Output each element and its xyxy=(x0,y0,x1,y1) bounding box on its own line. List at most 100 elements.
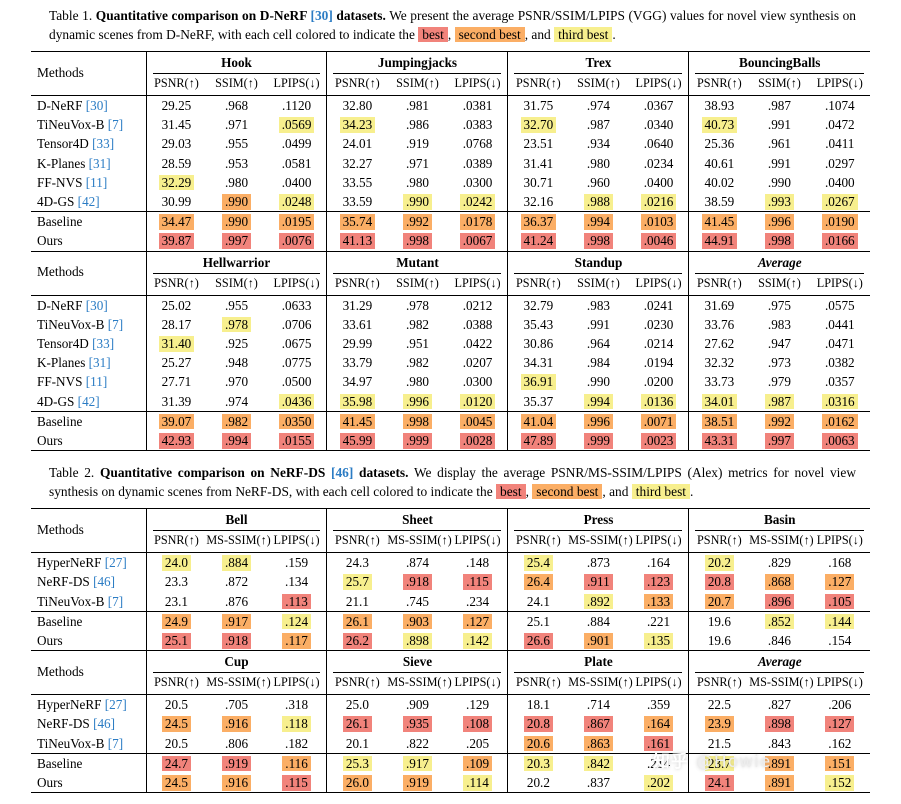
metric-header: LPIPS(↓) xyxy=(266,273,327,296)
citation-link[interactable]: [11] xyxy=(82,374,108,390)
methods-column-header: Methods xyxy=(31,51,146,96)
metric-value-cell: .164 xyxy=(629,714,689,733)
method-label: Ours xyxy=(37,775,63,791)
third-best-value-highlight: 36.91 xyxy=(520,374,557,390)
metric-value-cell: 32.80 xyxy=(326,95,388,116)
second-best-value-highlight: 38.51 xyxy=(701,413,738,430)
method-label: 4D-GS [42] xyxy=(37,393,100,409)
citation-link[interactable]: [30] xyxy=(82,98,108,113)
citation-link[interactable]: [7] xyxy=(104,593,124,609)
citation-link[interactable]: [46] xyxy=(331,465,354,481)
metric-header: MS-SSIM(↑) xyxy=(206,673,271,696)
metric-value-cell: 20.1 xyxy=(326,733,388,754)
citation-link[interactable]: [31] xyxy=(85,155,111,171)
metric-value-cell: 25.0 xyxy=(326,694,388,715)
third-best-value-highlight: 31.40 xyxy=(158,336,195,352)
metric-value-cell: 33.76 xyxy=(688,314,750,335)
metric-header: MS-SSIM(↑) xyxy=(206,531,271,554)
citation-link[interactable]: [7] xyxy=(104,117,124,133)
metric-value-cell: 30.86 xyxy=(507,334,569,354)
second-best-value-highlight: .917 xyxy=(221,613,252,630)
citation-link[interactable]: [30] xyxy=(82,297,108,313)
table-row: Tensor4D [33] 29.03 .955 .0499 24.01 .919 .076… xyxy=(31,134,870,154)
third-best-value-highlight: .892 xyxy=(583,593,613,610)
metric-value-cell: .918 xyxy=(387,572,447,591)
metric-value-cell: .827 xyxy=(767,697,791,713)
metric-header: SSIM(↑) xyxy=(206,74,267,96)
citation-link[interactable]: [42] xyxy=(74,194,100,210)
method-label: FF-NVS [11] xyxy=(37,174,108,190)
citation-link[interactable]: [27] xyxy=(101,697,127,713)
metric-value-cell: 27.71 xyxy=(145,372,207,392)
citation-link[interactable]: [33] xyxy=(88,336,115,352)
metric-value-cell: .934 xyxy=(586,136,610,152)
citation-link[interactable]: [11] xyxy=(82,174,108,190)
metric-header: LPIPS(↓) xyxy=(266,531,327,554)
second-best-value-highlight: .863 xyxy=(583,735,613,752)
metric-value-cell: .990 xyxy=(206,192,266,212)
metric-value-cell: .0067 xyxy=(448,231,508,250)
table-row: TiNeuVox-B [7] 20.5 .806 .182 20.1 .822 .205 20… xyxy=(31,733,870,754)
method-label: Ours xyxy=(37,233,63,249)
citation-link[interactable]: [31] xyxy=(85,355,111,371)
table-row: FF-NVS [11] 27.71 .970 .0500 34.97 .980 .0300 3… xyxy=(31,372,870,392)
metric-value-cell: 32.79 xyxy=(507,295,569,315)
metric-value-cell: .903 xyxy=(387,610,448,632)
metric-value-cell: .951 xyxy=(405,336,430,352)
third-best-value-highlight: 24.0 xyxy=(161,555,191,571)
metric-value-cell: 21.1 xyxy=(326,591,388,612)
metric-header: SSIM(↑) xyxy=(387,273,448,296)
metric-value-cell: 23.7 xyxy=(688,752,750,774)
metric-value-cell: .996 xyxy=(568,410,629,432)
method-label: 4D-GS [42] xyxy=(37,194,100,210)
citation-link[interactable]: [46] xyxy=(89,716,116,732)
metric-value-cell: .964 xyxy=(586,336,610,352)
table1-caption-body: We present the average PSNR/SSIM/LPIPS (… xyxy=(49,8,857,42)
method-label: Baseline xyxy=(31,410,146,432)
metric-header: PSNR(↑) xyxy=(326,273,388,296)
methods-column-header: Methods xyxy=(31,650,146,696)
metric-header: PSNR(↑) xyxy=(507,74,569,96)
metric-value-cell: .990 xyxy=(387,192,447,212)
metric-value-cell: .118 xyxy=(267,714,327,733)
best-value-highlight: .898 xyxy=(764,716,794,732)
citation-link[interactable]: [33] xyxy=(88,136,115,152)
citation-link[interactable]: [7] xyxy=(104,735,124,751)
metric-value-cell: 45.99 xyxy=(326,431,388,451)
metric-value-cell: 40.61 xyxy=(688,153,750,173)
metric-value-cell: 20.5 xyxy=(145,733,207,754)
scene-group-header: Sheet xyxy=(326,508,508,532)
metric-value-cell: 36.91 xyxy=(507,372,569,392)
metric-value-cell: 20.2 xyxy=(688,552,750,573)
metric-value-cell: .974 xyxy=(586,98,610,113)
citation-link[interactable]: [46] xyxy=(89,574,116,590)
scene-group-header: Mutant xyxy=(326,251,508,274)
best-value-highlight: .918 xyxy=(402,574,433,590)
metric-value-cell: 38.59 xyxy=(688,192,750,212)
metric-value-cell: .113 xyxy=(267,592,327,612)
third-best-value-highlight: .0436 xyxy=(278,393,315,410)
best-value-highlight: 42.93 xyxy=(158,433,195,449)
metric-value-cell: .955 xyxy=(224,136,249,152)
citation-link[interactable]: [42] xyxy=(74,393,100,409)
metric-value-cell: 32.29 xyxy=(145,172,207,193)
metric-value-cell: 24.5 xyxy=(145,773,207,793)
metric-header: LPIPS(↓) xyxy=(628,531,689,554)
best-value-highlight: .0063 xyxy=(821,433,858,449)
legend-second-best-chip: second best xyxy=(454,27,525,42)
second-best-value-highlight: .982 xyxy=(221,413,252,430)
citation-link[interactable]: [27] xyxy=(101,555,127,571)
third-best-value-highlight: 25.4 xyxy=(523,555,553,571)
caption-period: . xyxy=(690,484,694,500)
metric-header: LPIPS(↓) xyxy=(266,673,327,696)
metric-value-cell: 23.3 xyxy=(145,572,207,592)
third-best-value-highlight: 40.73 xyxy=(701,117,738,133)
table1-caption-bold-end: datasets. xyxy=(336,8,386,23)
metric-value-cell: .891 xyxy=(749,752,810,774)
citation-link[interactable]: [30] xyxy=(310,8,333,23)
citation-link[interactable]: [7] xyxy=(104,316,124,332)
metric-value-cell: 33.55 xyxy=(326,172,388,193)
metric-value-cell: 41.45 xyxy=(688,211,750,232)
best-value-highlight: .935 xyxy=(402,716,433,732)
third-best-value-highlight: .978 xyxy=(221,316,252,333)
